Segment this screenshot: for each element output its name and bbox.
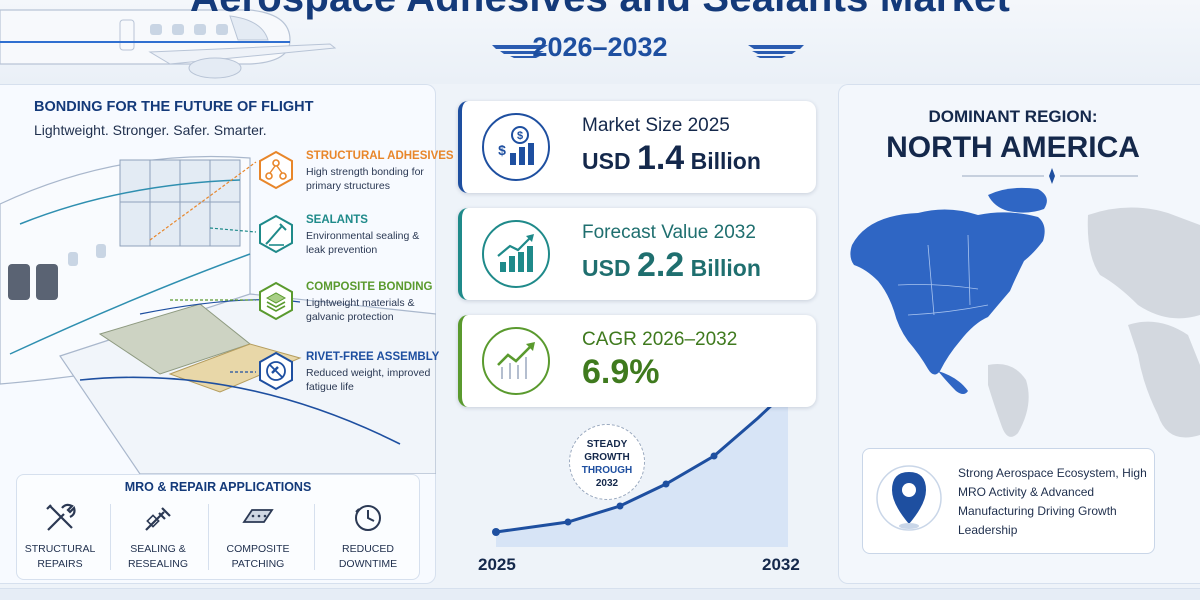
left-wings-ornament xyxy=(492,45,548,58)
feature-description: Lightweight materials & galvanic protect… xyxy=(306,297,415,323)
mro-label: STRUCTURAL REPAIRS xyxy=(24,543,96,570)
divider xyxy=(208,504,209,570)
trend-line-icon xyxy=(497,342,535,379)
clock-icon xyxy=(355,505,381,531)
feature-name: COMPOSITE BONDING xyxy=(306,281,433,293)
dominant-region-name: NORTH AMERICA xyxy=(886,131,1140,164)
dollar-bar-chart-icon: $ $ xyxy=(498,126,534,165)
region-description: Strong Aerospace Ecosystem, High MRO Act… xyxy=(958,466,1147,537)
svg-text:$: $ xyxy=(517,130,523,142)
right-wings-ornament xyxy=(748,45,804,58)
growth-chart-icon xyxy=(497,234,534,272)
stat-value: 6.9% xyxy=(582,353,660,391)
mro-item-reduced-downtime: REDUCED DOWNTIME xyxy=(318,500,418,578)
feature-name: STRUCTURAL ADHESIVES xyxy=(306,150,454,162)
no-rivet-icon xyxy=(259,351,293,391)
mro-label: SEALING & RESEALING xyxy=(127,543,189,570)
location-pin-icon xyxy=(876,465,942,531)
mro-title: MRO & REPAIR APPLICATIONS xyxy=(124,480,312,494)
stat-label: Forecast Value 2032 xyxy=(582,222,756,243)
header-banner: Aerospace Adhesives and Sealants Market … xyxy=(0,0,1200,84)
mro-label: REDUCED DOWNTIME xyxy=(338,543,398,570)
feature-description: Environmental sealing & leak prevention xyxy=(306,230,420,256)
stat-label: CAGR 2026–2032 xyxy=(582,329,738,350)
svg-text:$: $ xyxy=(498,142,506,158)
feature-description: Reduced weight, improved fatigue life xyxy=(306,367,431,393)
feature-description: High strength bonding for primary struct… xyxy=(306,166,424,192)
steady-growth-badge: STEADY GROWTH THROUGH 2032 xyxy=(569,424,645,500)
page-title: Aerospace Adhesives and Sealants Market xyxy=(0,0,1200,21)
divider xyxy=(314,504,315,570)
sealant-gun-icon xyxy=(259,214,293,254)
stat-card-forecast-value: Forecast Value 2032 USD 2.2 Billion xyxy=(458,208,816,300)
stat-card-market-size: $ $ Market Size 2025 USD 1.4 Billion xyxy=(458,101,816,193)
stat-value: USD 1.4 Billion xyxy=(582,139,761,177)
stat-value: USD 2.2 Billion xyxy=(582,246,761,284)
dominant-region-label: DOMINANT REGION: xyxy=(928,107,1098,126)
molecule-icon xyxy=(259,150,293,190)
feature-name: RIVET-FREE ASSEMBLY xyxy=(306,351,440,363)
bonding-subtitle: Lightweight. Stronger. Safer. Smarter. xyxy=(34,122,267,138)
footer-strip xyxy=(0,588,1200,600)
layers-icon xyxy=(259,281,293,321)
mro-item-composite-patching: COMPOSITE PATCHING xyxy=(208,500,308,578)
world-map xyxy=(850,168,1200,438)
stat-label: Market Size 2025 xyxy=(582,115,730,136)
feature-name: SEALANTS xyxy=(306,214,368,226)
mro-item-structural-repairs: STRUCTURAL REPAIRS xyxy=(10,500,110,578)
composite-patch-icon xyxy=(242,509,274,523)
end-year-label: 2032 xyxy=(762,555,800,574)
forecast-period: 2026–2032 xyxy=(532,32,668,62)
airplane-illustration xyxy=(0,9,337,79)
mro-section xyxy=(16,474,420,580)
sealant-gun-icon xyxy=(145,507,171,531)
tools-icon xyxy=(46,503,76,531)
bonding-title: BONDING FOR THE FUTURE OF FLIGHT xyxy=(34,99,314,115)
divider xyxy=(110,504,111,570)
fuselage-cutaway-illustration xyxy=(0,155,436,474)
mro-item-sealing-resealing: SEALING & RESEALING xyxy=(108,500,208,578)
stat-card-cagr: CAGR 2026–2032 6.9% xyxy=(458,315,816,407)
start-year-label: 2025 xyxy=(478,555,516,574)
mro-label: COMPOSITE PATCHING xyxy=(226,543,290,570)
